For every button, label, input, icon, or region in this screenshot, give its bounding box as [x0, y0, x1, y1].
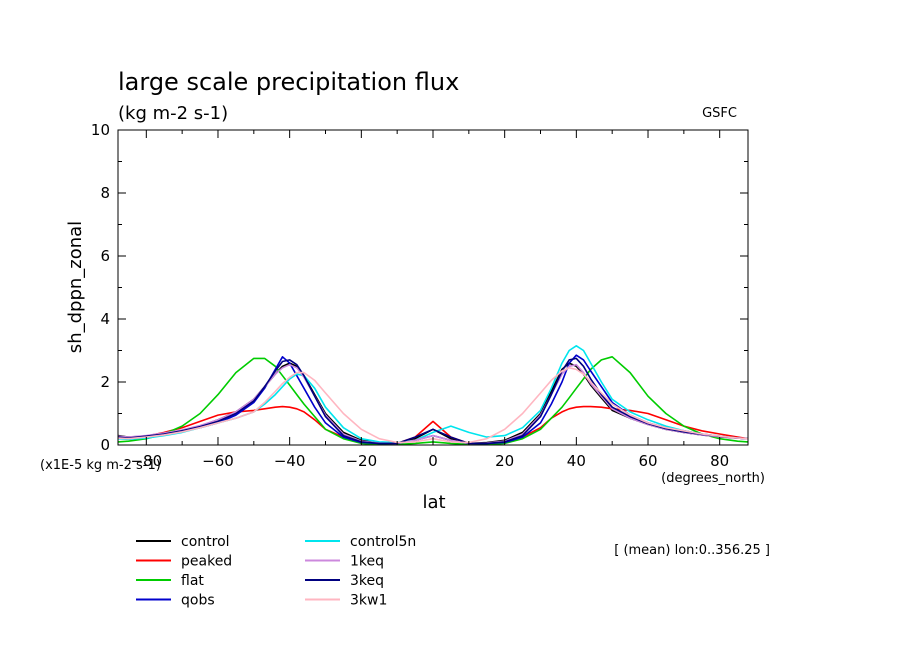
legend-item-peaked: peaked: [136, 554, 232, 570]
y-tick-label: 4: [100, 310, 110, 328]
x-tick-label: 40: [567, 452, 586, 470]
x-tick-label: 0: [428, 452, 438, 470]
legend: control peaked flat qobs control5n 1keq 3keq 3k…: [136, 534, 416, 609]
x-axis-label: lat: [422, 492, 445, 513]
y-tick-labels: 0 2 4 6 8 10: [91, 121, 110, 454]
legend-label: control: [181, 534, 230, 550]
chart-subtitle: (kg m-2 s-1): [118, 103, 228, 124]
source-label: GSFC: [702, 106, 737, 121]
x-tick-labels: −80 −60 −40 −20 0 20 40 60 80: [130, 452, 729, 470]
series-line-flat: [117, 355, 749, 446]
series-line-3kw1: [117, 366, 749, 444]
legend-item-1keq: 1keq: [305, 554, 384, 570]
legend-label: control5n: [350, 534, 416, 550]
series-line-1keq: [117, 363, 749, 445]
x-tick-label: −40: [274, 452, 306, 470]
y-tick-label: 10: [91, 121, 110, 139]
x-tick-label: −20: [345, 452, 377, 470]
plot-frame: [117, 129, 749, 446]
legend-item-qobs: qobs: [136, 593, 215, 609]
y-axis-label: sh_dppn_zonal: [65, 221, 86, 353]
averaging-note: [ (mean) lon:0..356.25 ]: [614, 543, 770, 558]
series-line-control5n: [117, 344, 749, 444]
legend-item-3keq: 3keq: [305, 573, 384, 589]
series-line-control: [117, 362, 749, 445]
legend-item-3kw1: 3kw1: [305, 593, 387, 609]
y-tick-label: 2: [100, 373, 110, 391]
legend-label: peaked: [181, 554, 232, 570]
legend-item-control5n: control5n: [305, 534, 416, 550]
legend-label: 1keq: [350, 554, 384, 570]
y-unit-label: (x1E-5 kg m-2 s-1): [40, 458, 161, 473]
y-tick-label: 8: [100, 184, 110, 202]
y-tick-label: 0: [100, 436, 110, 454]
x-unit-label: (degrees_north): [661, 471, 765, 486]
legend-item-flat: flat: [136, 573, 204, 589]
legend-label: 3kw1: [350, 593, 387, 609]
axis-ticks: [118, 129, 748, 446]
x-tick-label: −60: [202, 452, 234, 470]
y-tick-label: 6: [100, 247, 110, 265]
x-tick-label: 60: [638, 452, 657, 470]
plot-lines: [117, 344, 749, 446]
legend-item-control: control: [136, 534, 230, 550]
series-line-3keq: [117, 357, 749, 445]
legend-label: 3keq: [350, 573, 384, 589]
x-tick-label: 80: [710, 452, 729, 470]
chart-title: large scale precipitation flux: [118, 68, 459, 96]
x-tick-label: −80: [130, 452, 162, 470]
x-tick-label: 20: [495, 452, 514, 470]
legend-label: qobs: [181, 593, 215, 609]
legend-label: flat: [181, 573, 204, 589]
